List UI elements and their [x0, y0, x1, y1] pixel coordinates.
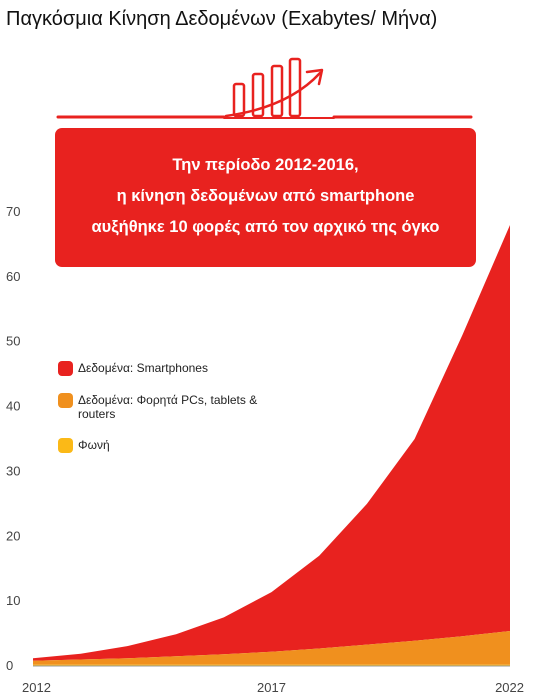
callout-line: η κίνηση δεδομένων από smartphone — [116, 187, 415, 205]
callout-line: Την περίοδο 2012-2016, — [172, 156, 359, 174]
x-tick-label: 2017 — [257, 680, 286, 695]
y-tick-label: 50 — [6, 334, 20, 349]
y-tick-label: 0 — [6, 658, 13, 673]
area-smartphones — [33, 225, 510, 661]
y-tick-label: 10 — [6, 593, 20, 608]
growth-chart-icon — [56, 57, 473, 119]
legend-item-laptops: Δεδομένα: Φορητά PCs, tablets & routers — [58, 390, 258, 421]
legend-item-smartphones: Δεδομένα: Smartphones — [58, 358, 258, 376]
legend-label: Δεδομένα: Φορητά PCs, tablets & routers — [78, 393, 258, 421]
y-axis-ticks: 0 10 20 30 40 50 60 70 — [6, 204, 20, 673]
x-tick-label: 2022 — [495, 680, 524, 695]
chart-legend: Δεδομένα: Smartphones Δεδομένα: Φορητά P… — [58, 358, 258, 467]
legend-swatch-laptops — [58, 393, 73, 408]
y-tick-label: 70 — [6, 204, 20, 219]
chart-title: Παγκόσμια Κίνηση Δεδομένων (Exabytes/ Μή… — [6, 8, 438, 30]
legend-label: Φωνή — [78, 438, 110, 452]
area-laptops — [33, 631, 510, 665]
callout-line: αυξήθηκε 10 φορές από τον αρχικό της όγκ… — [91, 218, 440, 236]
legend-swatch-smartphones — [58, 361, 73, 376]
highlight-callout: Την περίοδο 2012-2016, η κίνηση δεδομένω… — [55, 128, 476, 267]
x-tick-label: 2012 — [22, 680, 51, 695]
legend-label: Δεδομένα: Smartphones — [78, 361, 208, 375]
x-axis-ticks: 2012 2017 2022 — [22, 680, 524, 695]
legend-item-voice: Φωνή — [58, 435, 258, 453]
y-tick-label: 60 — [6, 269, 20, 284]
y-tick-label: 20 — [6, 528, 20, 543]
y-tick-label: 40 — [6, 399, 20, 414]
legend-swatch-voice — [58, 438, 73, 453]
y-tick-label: 30 — [6, 463, 20, 478]
